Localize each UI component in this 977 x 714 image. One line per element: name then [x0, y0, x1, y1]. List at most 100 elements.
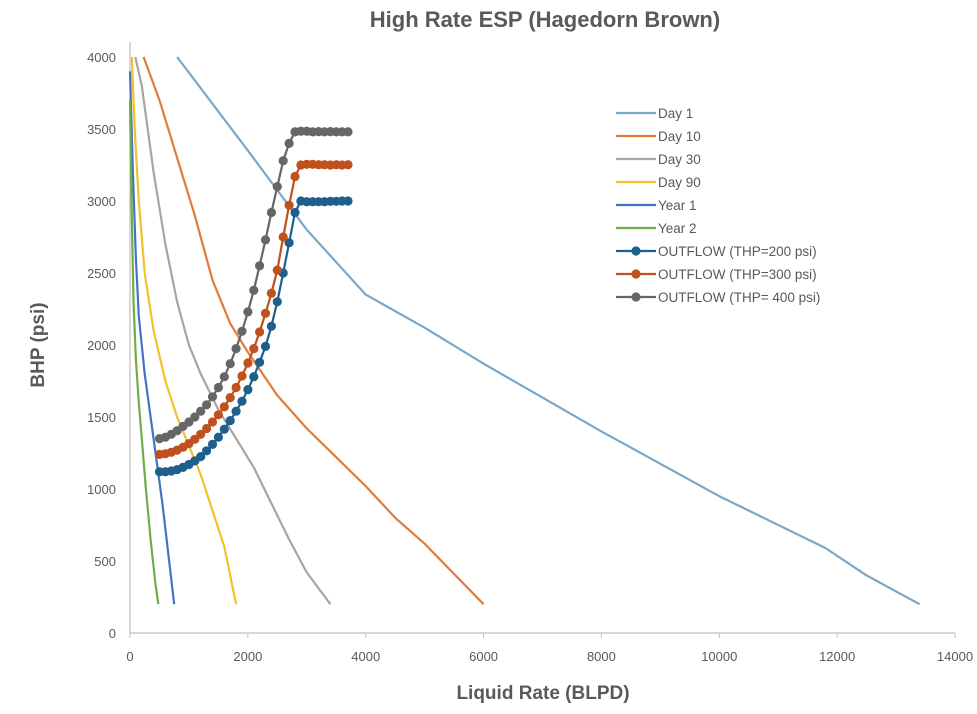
legend-item: Day 1: [616, 106, 693, 121]
x-tick-label: 10000: [701, 649, 737, 664]
data-point: [243, 385, 253, 395]
data-point: [290, 171, 300, 182]
y-tick-label: 3500: [87, 122, 116, 137]
data-point: [343, 160, 353, 170]
data-point: [290, 207, 300, 218]
data-point: [196, 452, 206, 462]
x-tick-label: 12000: [819, 649, 855, 664]
legend-label: Year 1: [658, 198, 697, 213]
data-point: [237, 326, 247, 336]
data-point: [213, 410, 223, 420]
data-point: [260, 341, 271, 351]
data-point: [255, 327, 265, 337]
data-point: [266, 288, 276, 298]
data-point: [231, 344, 241, 354]
data-point: [231, 406, 241, 416]
data-point: [249, 372, 259, 382]
legend-item: Day 10: [616, 129, 701, 144]
legend-label: OUTFLOW (THP=200 psi): [658, 244, 817, 259]
series-outflow-thp-300-psi: [154, 159, 353, 459]
series-line: [159, 199, 348, 473]
data-point: [196, 429, 206, 439]
data-point: [202, 423, 212, 434]
legend-item: Day 30: [616, 152, 701, 167]
legend-marker: [631, 269, 641, 279]
data-point: [278, 156, 288, 166]
series-outflow-thp-400-psi: [154, 126, 353, 444]
series-line: [130, 56, 238, 605]
data-point: [213, 432, 223, 442]
data-point: [207, 392, 218, 402]
data-point: [249, 344, 259, 354]
y-tick-label: 0: [109, 626, 116, 641]
series-outflow-thp-200-psi: [154, 196, 353, 477]
legend-label: Day 1: [658, 106, 693, 121]
data-point: [278, 232, 288, 242]
x-tick-label: 6000: [469, 649, 498, 664]
data-point: [272, 297, 282, 307]
legend-label: Day 90: [658, 175, 701, 190]
data-point: [255, 357, 265, 367]
data-point: [266, 321, 276, 331]
legend: Day 1 Day 10 Day 30 Day 90 Year 1 Year 2 OUTFL…: [616, 106, 820, 305]
y-tick-label: 2000: [87, 338, 116, 353]
data-point: [249, 285, 259, 295]
data-point: [272, 265, 282, 275]
data-point: [243, 358, 253, 368]
legend-item: Day 90: [616, 175, 701, 190]
series-line: [142, 56, 485, 605]
x-axis-title: Liquid Rate (BLPD): [456, 683, 629, 704]
data-point: [266, 207, 276, 218]
legend-marker: [631, 292, 641, 302]
y-tick-label: 3000: [87, 194, 116, 209]
series-year-2: [128, 100, 160, 605]
data-point: [219, 424, 229, 434]
data-point: [231, 382, 241, 393]
legend-item: OUTFLOW (THP=300 psi): [616, 267, 817, 282]
data-point: [260, 308, 271, 318]
data-point: [219, 372, 229, 382]
data-point: [207, 417, 218, 427]
series-line: [128, 71, 176, 605]
legend-label: Day 30: [658, 152, 701, 167]
y-tick-label: 500: [94, 554, 116, 569]
legend-label: Day 10: [658, 129, 701, 144]
x-tick-label: 14000: [937, 649, 973, 664]
data-point: [343, 127, 353, 137]
series-day-10: [142, 56, 485, 605]
data-point: [196, 406, 206, 416]
data-point: [260, 235, 271, 245]
data-point: [202, 400, 212, 410]
data-point: [202, 446, 212, 456]
data-point: [284, 138, 294, 148]
x-tick-label: 8000: [587, 649, 616, 664]
series-day-90: [130, 56, 238, 605]
y-tick-label: 1500: [87, 410, 116, 425]
legend-item: OUTFLOW (THP= 400 psi): [616, 290, 820, 305]
data-point: [243, 307, 253, 317]
data-point: [343, 196, 353, 206]
x-tick-label: 2000: [233, 649, 262, 664]
series-line: [159, 130, 348, 440]
data-point: [284, 200, 294, 210]
data-point: [284, 238, 294, 248]
series-day-30: [134, 56, 332, 605]
series-line: [128, 100, 160, 605]
series-line: [134, 56, 332, 605]
y-tick-label: 2500: [87, 266, 116, 281]
data-point: [237, 371, 247, 381]
series-line: [159, 163, 349, 456]
plot-area: [128, 56, 921, 606]
data-point: [272, 182, 282, 192]
legend-item: Year 2: [616, 221, 697, 236]
data-point: [190, 412, 200, 422]
data-point: [219, 402, 229, 412]
series-year-1: [128, 71, 176, 605]
data-point: [225, 393, 235, 403]
x-tick-label: 0: [126, 649, 133, 664]
chart-axes: 0 2000 4000 6000 8000 10000 12000 14000 0 500 1000…: [87, 42, 973, 664]
x-tick-label: 4000: [351, 649, 380, 664]
y-tick-label: 4000: [87, 50, 116, 65]
y-tick-label: 1000: [87, 482, 116, 497]
